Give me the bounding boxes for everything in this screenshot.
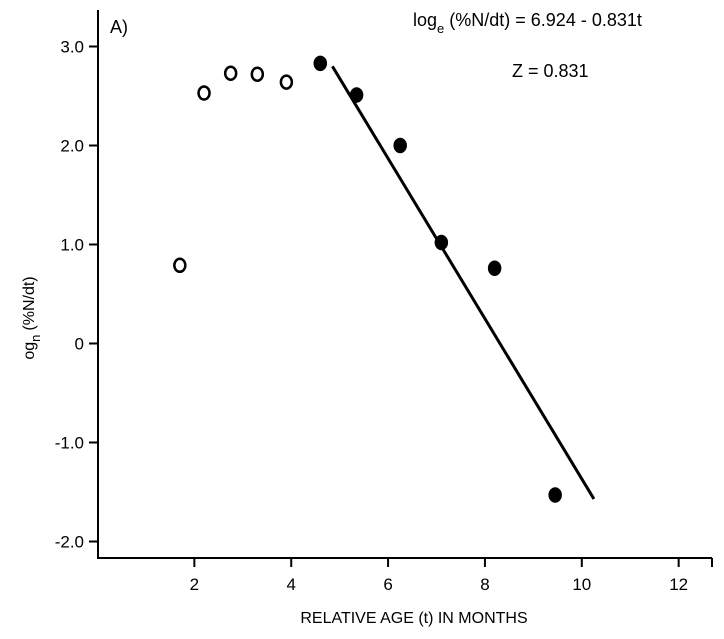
fit-line-group (331, 65, 596, 500)
equation-rest: (%N/dt) = 6.924 - 0.831t (444, 10, 642, 30)
x-tick-label: 6 (383, 575, 392, 594)
y-tick-label: 2.0 (60, 137, 84, 156)
z-value: Z = 0.831 (512, 61, 589, 81)
x-tick-label: 12 (669, 575, 688, 594)
filled-data-point (548, 487, 562, 503)
y-axis-title-rest: (%N/dt) (21, 276, 38, 330)
x-tick-label: 2 (190, 575, 199, 594)
y-tick-label: 0 (75, 335, 84, 354)
equation-prefix: log (413, 10, 437, 30)
filled-data-point (434, 234, 449, 251)
fit-equation: loge (%N/dt) = 6.924 - 0.831t (413, 10, 642, 36)
open-data-point (250, 66, 265, 82)
open-data-point (223, 65, 238, 81)
x-axis-title: RELATIVE AGE (t) IN MONTHS (300, 610, 527, 627)
x-tick-label: 8 (480, 575, 489, 594)
filled-data-point (487, 260, 502, 277)
filled-data-point (349, 87, 364, 103)
fit-line (331, 65, 596, 500)
y-tick-label: -2.0 (55, 533, 84, 552)
filled-data-point (393, 137, 407, 154)
open-data-point (173, 257, 187, 274)
y-axis-title-subscript: n (28, 335, 43, 342)
x-tick-label: 10 (572, 575, 591, 594)
equation-subscript: e (437, 21, 444, 36)
open-data-point (279, 74, 294, 90)
panel-label: A) (110, 17, 128, 37)
x-tick-label: 4 (286, 575, 295, 594)
axes: 3.0 2.0 1.0 0 -1.0 -2.0 2 4 6 8 10 12 (55, 10, 713, 594)
y-tick-label: 3.0 (60, 38, 84, 57)
filled-data-point (313, 55, 328, 72)
y-axis-title-main: og (21, 342, 38, 360)
y-axis-title: ogn (%N/dt) (21, 276, 43, 359)
data-points (173, 55, 562, 503)
open-data-point (197, 85, 211, 101)
y-tick-label: 1.0 (60, 236, 84, 255)
y-tick-label: -1.0 (55, 434, 84, 453)
